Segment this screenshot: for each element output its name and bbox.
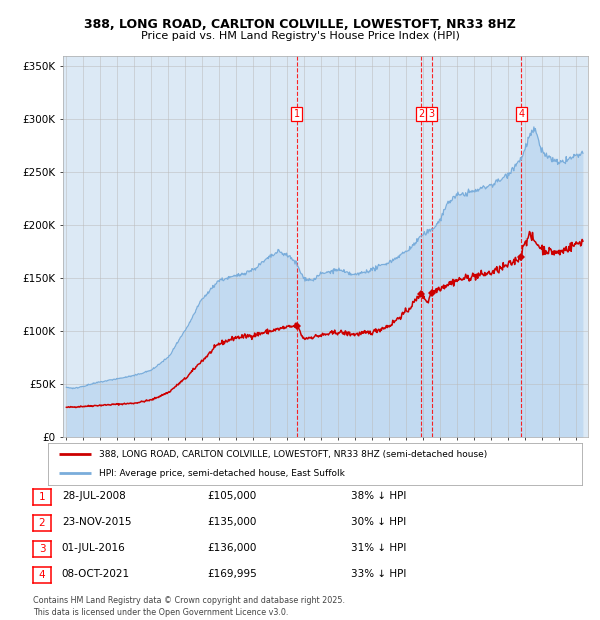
Text: 28-JUL-2008: 28-JUL-2008 — [62, 491, 125, 501]
Text: £136,000: £136,000 — [207, 543, 256, 553]
Text: £169,995: £169,995 — [207, 569, 257, 579]
Text: 23-NOV-2015: 23-NOV-2015 — [62, 517, 131, 527]
Text: £105,000: £105,000 — [207, 491, 256, 501]
Text: HPI: Average price, semi-detached house, East Suffolk: HPI: Average price, semi-detached house,… — [99, 469, 344, 478]
Text: 01-JUL-2016: 01-JUL-2016 — [62, 543, 125, 553]
Text: 1: 1 — [38, 492, 46, 502]
Text: 08-OCT-2021: 08-OCT-2021 — [62, 569, 130, 579]
Text: 2: 2 — [418, 109, 425, 119]
Text: 3: 3 — [38, 544, 46, 554]
Text: 30% ↓ HPI: 30% ↓ HPI — [351, 517, 406, 527]
Text: 388, LONG ROAD, CARLTON COLVILLE, LOWESTOFT, NR33 8HZ (semi-detached house): 388, LONG ROAD, CARLTON COLVILLE, LOWEST… — [99, 450, 487, 459]
Text: 33% ↓ HPI: 33% ↓ HPI — [351, 569, 406, 579]
Text: 2: 2 — [38, 518, 46, 528]
Text: £135,000: £135,000 — [207, 517, 256, 527]
Text: 1: 1 — [294, 109, 300, 119]
Text: 31% ↓ HPI: 31% ↓ HPI — [351, 543, 406, 553]
Text: 38% ↓ HPI: 38% ↓ HPI — [351, 491, 406, 501]
Text: 3: 3 — [428, 109, 435, 119]
Text: Contains HM Land Registry data © Crown copyright and database right 2025.
This d: Contains HM Land Registry data © Crown c… — [33, 596, 345, 617]
Text: 4: 4 — [38, 570, 46, 580]
Text: 4: 4 — [518, 109, 524, 119]
Text: Price paid vs. HM Land Registry's House Price Index (HPI): Price paid vs. HM Land Registry's House … — [140, 31, 460, 41]
Text: 388, LONG ROAD, CARLTON COLVILLE, LOWESTOFT, NR33 8HZ: 388, LONG ROAD, CARLTON COLVILLE, LOWEST… — [84, 19, 516, 31]
